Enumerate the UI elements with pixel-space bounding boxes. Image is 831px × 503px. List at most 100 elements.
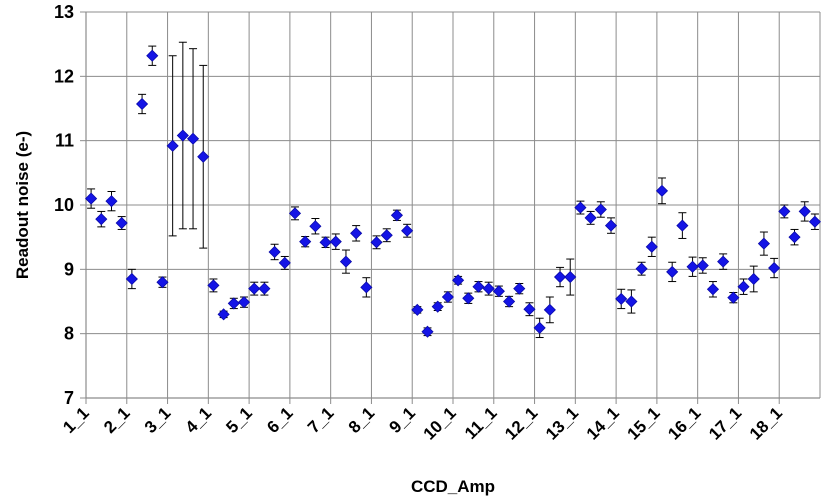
data-point	[136, 97, 149, 111]
data-point	[319, 236, 332, 249]
x-tick-label: 4_1	[182, 403, 215, 436]
data-point	[288, 207, 302, 220]
x-tick-label: 16_1	[664, 403, 704, 443]
x-tick-label: 3_1	[141, 403, 174, 436]
data-point	[645, 240, 658, 253]
data-point	[666, 265, 679, 278]
data-point	[390, 209, 403, 222]
data-point	[584, 211, 597, 224]
data-point	[635, 262, 648, 275]
x-tick-label: 6_1	[263, 403, 296, 436]
data-point	[125, 272, 138, 286]
data-point	[207, 279, 220, 292]
data-point	[105, 195, 118, 208]
x-tick-labels: 1_1 2_1 3_1 4_1 5_1 6_1 7_1 8_1 9_1 10_1 11_1 12_1 1…	[59, 403, 786, 443]
x-tick-label: 1_1	[59, 403, 92, 436]
y-axis-title: Readout noise (e-)	[13, 131, 32, 279]
data-point	[747, 272, 760, 286]
x-axis-title: CCD_Amp	[411, 477, 495, 496]
data-point	[248, 282, 261, 295]
data-point	[553, 270, 567, 284]
x-tick-label: 18_1	[746, 403, 786, 443]
data-point	[798, 205, 811, 218]
y-tick-label: 12	[54, 66, 74, 86]
data-point	[574, 201, 587, 214]
data-point	[778, 205, 791, 218]
x-tick-label: 13_1	[542, 403, 582, 443]
y-tick-label: 13	[54, 2, 74, 22]
data-point	[329, 235, 342, 248]
x-tick-label: 2_1	[100, 403, 133, 436]
data-point	[727, 291, 740, 304]
x-tick-label: 9_1	[386, 403, 419, 436]
data-point	[380, 229, 393, 242]
data-point	[452, 274, 465, 287]
data-points	[85, 49, 821, 338]
data-point	[299, 235, 312, 248]
x-tick-label: 10_1	[420, 403, 460, 443]
data-point	[441, 290, 454, 304]
data-point	[401, 224, 414, 237]
data-point	[788, 231, 801, 244]
y-tick-label: 7	[64, 388, 74, 408]
data-point	[676, 219, 689, 232]
y-tick-label: 11	[55, 131, 74, 151]
data-point	[350, 227, 363, 240]
data-point	[431, 300, 444, 313]
data-point	[472, 280, 485, 293]
data-point	[115, 216, 128, 230]
data-point	[706, 283, 720, 296]
data-point	[503, 295, 516, 308]
data-point	[268, 245, 281, 259]
data-point	[237, 296, 251, 309]
data-point	[309, 220, 322, 233]
data-point	[217, 308, 230, 321]
x-tick-label: 15_1	[624, 403, 664, 443]
data-point	[156, 276, 169, 289]
data-point	[717, 255, 730, 268]
data-point	[696, 259, 709, 272]
data-point	[615, 292, 628, 305]
x-tick-label: 14_1	[583, 403, 623, 443]
data-point	[808, 215, 821, 228]
data-point	[258, 282, 271, 295]
x-tick-label: 5_1	[222, 403, 255, 436]
x-tick-label: 17_1	[705, 403, 745, 443]
data-point	[85, 192, 98, 205]
axes	[80, 11, 820, 404]
data-point	[564, 270, 577, 284]
data-point	[492, 285, 505, 298]
data-point	[462, 292, 475, 305]
y-tick-label: 8	[64, 324, 74, 344]
x-tick-label: 8_1	[345, 403, 378, 436]
data-point	[625, 295, 638, 308]
data-point	[533, 321, 546, 334]
data-point	[421, 325, 434, 338]
data-point	[513, 282, 526, 295]
data-point	[411, 303, 424, 316]
data-point	[482, 282, 495, 295]
x-tick-label: 12_1	[501, 403, 541, 443]
data-point	[604, 219, 618, 232]
data-point	[768, 261, 781, 275]
data-point	[146, 49, 159, 62]
data-point	[655, 184, 669, 197]
data-point	[594, 203, 607, 216]
x-tick-label: 7_1	[304, 403, 337, 436]
data-point	[278, 256, 291, 269]
data-point	[686, 260, 699, 273]
data-point	[370, 236, 383, 249]
data-point	[166, 139, 179, 152]
data-point	[543, 303, 556, 316]
y-tick-labels: 7 8 9 10 11 12 13	[54, 2, 74, 408]
data-point	[757, 237, 770, 250]
y-tick-label: 10	[54, 195, 74, 215]
data-point	[197, 150, 210, 163]
data-point	[186, 132, 200, 145]
x-tick-label: 11_1	[461, 403, 501, 443]
data-point	[339, 255, 353, 268]
data-point	[95, 213, 108, 226]
data-point	[737, 280, 750, 293]
data-point	[523, 303, 536, 316]
